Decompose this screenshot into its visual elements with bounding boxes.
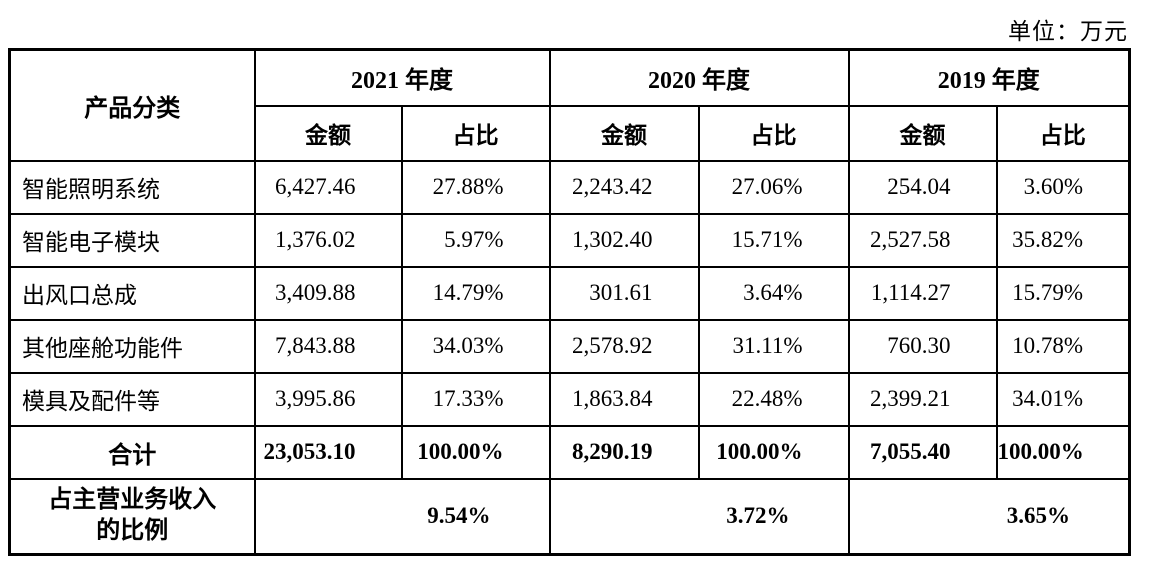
table-header-year-row: 产品分类 2021 年度 2020 年度 2019 年度 — [8, 48, 1131, 162]
amount-cell: 1,376.02 — [253, 212, 403, 268]
amount-header-2019: 金额 — [847, 104, 998, 162]
table-row: 智能照明系统 6,427.46 27.88% 2,243.42 27.06% 2… — [8, 159, 1131, 215]
share-cell: 15.71% — [697, 212, 850, 268]
total-share-cell: 100.00% — [995, 424, 1131, 480]
product-category-header: 产品分类 — [8, 48, 256, 162]
table-row: 模具及配件等 3,995.86 17.33% 1,863.84 22.48% 2… — [8, 371, 1131, 427]
product-name: 智能电子模块 — [8, 212, 256, 268]
share-header-2020: 占比 — [697, 104, 850, 162]
share-cell: 22.48% — [697, 371, 850, 427]
table-row: 其他座舱功能件 7,843.88 34.03% 2,578.92 31.11% … — [8, 318, 1131, 374]
amount-cell: 6,427.46 — [253, 159, 403, 215]
share-cell: 27.06% — [697, 159, 850, 215]
total-share-cell: 100.00% — [400, 424, 551, 480]
year-2019-header: 2019 年度 — [847, 48, 1131, 107]
share-cell: 10.78% — [995, 318, 1131, 374]
amount-header-2021: 金额 — [253, 104, 403, 162]
amount-cell: 3,995.86 — [253, 371, 403, 427]
share-cell: 3.60% — [995, 159, 1131, 215]
total-amount-cell: 8,290.19 — [548, 424, 700, 480]
ratio-label: 占主营业务收入的比例 — [8, 477, 256, 556]
total-amount-cell: 23,053.10 — [253, 424, 403, 480]
product-name: 模具及配件等 — [8, 371, 256, 427]
amount-header-2020: 金额 — [548, 104, 700, 162]
share-cell: 27.88% — [400, 159, 551, 215]
main-revenue-ratio-row: 占主营业务收入的比例 9.54% 3.72% 3.65% — [8, 477, 1131, 556]
amount-cell: 2,578.92 — [548, 318, 700, 374]
ratio-2019-cell: 3.65% — [847, 477, 1131, 556]
amount-cell: 2,243.42 — [548, 159, 700, 215]
amount-cell: 254.04 — [847, 159, 998, 215]
share-cell: 31.11% — [697, 318, 850, 374]
total-amount-cell: 7,055.40 — [847, 424, 998, 480]
product-name: 智能照明系统 — [8, 159, 256, 215]
share-header-2021: 占比 — [400, 104, 551, 162]
table-row: 出风口总成 3,409.88 14.79% 301.61 3.64% 1,114… — [8, 265, 1131, 321]
revenue-by-product-table: 产品分类 2021 年度 2020 年度 2019 年度 金额 占比 金额 占比… — [8, 48, 1131, 556]
share-header-2019: 占比 — [995, 104, 1131, 162]
product-name: 出风口总成 — [8, 265, 256, 321]
share-cell: 3.64% — [697, 265, 850, 321]
share-cell: 34.03% — [400, 318, 551, 374]
ratio-2021-cell: 9.54% — [253, 477, 551, 556]
share-cell: 17.33% — [400, 371, 551, 427]
amount-cell: 7,843.88 — [253, 318, 403, 374]
share-cell: 34.01% — [995, 371, 1131, 427]
amount-cell: 1,302.40 — [548, 212, 700, 268]
amount-cell: 301.61 — [548, 265, 700, 321]
share-cell: 35.82% — [995, 212, 1131, 268]
table-header-sub-row: 金额 占比 金额 占比 金额 占比 — [10, 104, 1131, 162]
ratio-2020-cell: 3.72% — [548, 477, 850, 556]
amount-cell: 2,527.58 — [847, 212, 998, 268]
unit-label: 单位：万元 — [1008, 19, 1128, 44]
amount-cell: 1,114.27 — [847, 265, 998, 321]
total-share-cell: 100.00% — [697, 424, 850, 480]
total-row: 合计 23,053.10 100.00% 8,290.19 100.00% 7,… — [8, 424, 1131, 480]
share-cell: 15.79% — [995, 265, 1131, 321]
amount-cell: 760.30 — [847, 318, 998, 374]
year-2020-header: 2020 年度 — [548, 48, 850, 107]
product-name: 其他座舱功能件 — [8, 318, 256, 374]
share-cell: 14.79% — [400, 265, 551, 321]
amount-cell: 1,863.84 — [548, 371, 700, 427]
amount-cell: 3,409.88 — [253, 265, 403, 321]
total-label: 合计 — [8, 424, 256, 480]
table-row: 智能电子模块 1,376.02 5.97% 1,302.40 15.71% 2,… — [8, 212, 1131, 268]
share-cell: 5.97% — [400, 212, 551, 268]
year-2021-header: 2021 年度 — [253, 48, 551, 107]
amount-cell: 2,399.21 — [847, 371, 998, 427]
ratio-label-text: 占主营业务收入的比例 — [48, 487, 217, 545]
